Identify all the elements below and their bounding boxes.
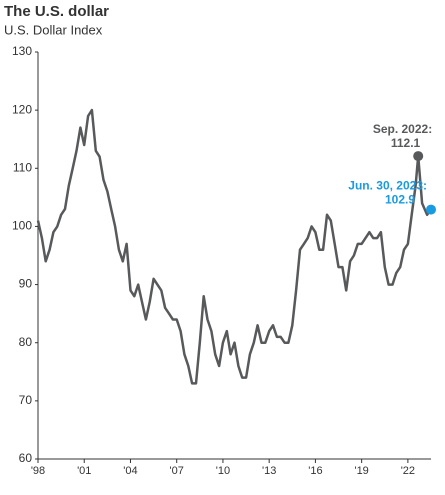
- annotation-label: Jun. 30, 2023:: [348, 179, 427, 193]
- x-tick-label: '04: [123, 465, 137, 477]
- x-tick-label: '10: [216, 465, 230, 477]
- annotation-value: 112.1: [391, 136, 421, 150]
- x-tick-label: '19: [354, 465, 368, 477]
- annotation-marker: [413, 151, 424, 162]
- x-tick-label: '01: [77, 465, 91, 477]
- y-tick-label: 100: [12, 219, 32, 233]
- annotation-label: Sep. 2022:: [373, 122, 432, 136]
- annotation-marker: [426, 204, 436, 215]
- x-tick-label: '13: [262, 465, 276, 477]
- chart-subtitle: U.S. Dollar Index: [4, 22, 103, 37]
- y-tick-label: 90: [19, 277, 33, 291]
- y-tick-label: 130: [12, 44, 32, 58]
- y-tick-label: 70: [19, 393, 33, 407]
- x-tick-label: '98: [31, 465, 45, 477]
- y-tick-label: 80: [19, 335, 33, 349]
- y-tick-label: 110: [13, 160, 32, 174]
- y-tick-label: 60: [19, 451, 33, 465]
- x-tick-label: '16: [308, 465, 322, 477]
- x-tick-label: '22: [401, 465, 415, 477]
- annotation-value: 102.9: [385, 193, 415, 207]
- x-tick-label: '07: [170, 465, 184, 477]
- chart-title: The U.S. dollar: [4, 3, 109, 20]
- line: [36, 108, 432, 385]
- y-tick-label: 120: [12, 102, 32, 116]
